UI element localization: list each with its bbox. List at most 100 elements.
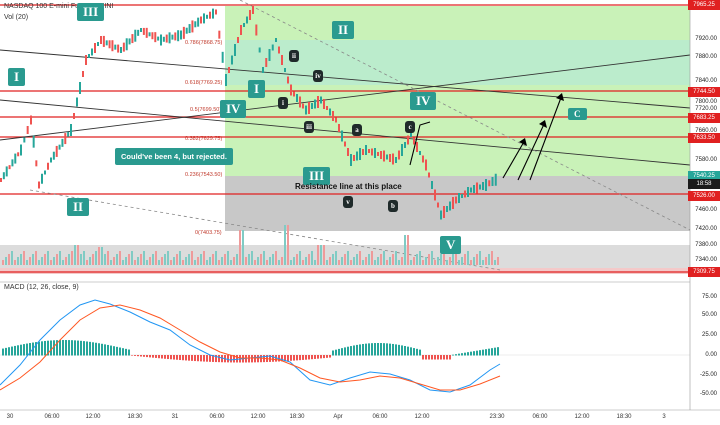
time-tick: 06:00	[372, 414, 388, 420]
macd-bar	[260, 355, 262, 363]
candle	[122, 42, 125, 52]
macd-bar	[65, 340, 67, 356]
time-tick: 30	[6, 414, 14, 420]
macd-bar	[419, 349, 421, 356]
volume-bar	[56, 254, 58, 265]
candle	[347, 148, 349, 156]
candle	[20, 144, 22, 156]
candle	[446, 206, 448, 212]
macd-bar	[314, 355, 316, 359]
time-tick: 06:00	[532, 414, 548, 420]
volume-bar	[221, 257, 223, 265]
macd-bar	[107, 344, 109, 356]
volume-bar	[194, 260, 196, 265]
candle	[94, 43, 96, 53]
volume-bar	[278, 260, 280, 265]
macd-tick: 25.00	[701, 332, 717, 338]
macd-bar	[74, 340, 76, 356]
volume-bar	[158, 260, 160, 265]
macd-bar	[170, 355, 172, 360]
candle	[344, 141, 346, 147]
subwave-v: v	[343, 196, 353, 208]
volume-bar	[236, 254, 238, 265]
wave-label-I: I	[8, 68, 26, 86]
candle	[368, 149, 370, 153]
macd-bar	[191, 355, 193, 361]
candle	[332, 111, 334, 121]
macd-bar	[458, 353, 460, 356]
macd-bar	[56, 340, 58, 356]
candle	[8, 165, 11, 170]
wave-label-II: II	[67, 198, 90, 216]
wave-label-V: V	[440, 236, 462, 254]
volume-bar	[242, 230, 244, 265]
fib-0618: 0.618(7769.25)	[185, 80, 223, 86]
candle	[168, 32, 171, 44]
volume-bar	[266, 260, 268, 265]
macd-bar	[407, 346, 409, 356]
candle	[44, 170, 46, 175]
candle	[296, 94, 298, 102]
price-tick: 7340.00	[695, 257, 717, 263]
candle	[206, 14, 208, 19]
macd-bar	[401, 345, 403, 356]
macd-bar	[374, 343, 376, 356]
candle	[32, 135, 35, 148]
macd-bar	[305, 355, 307, 360]
volume-bar	[92, 254, 94, 265]
candle	[434, 189, 436, 201]
candle	[428, 172, 430, 178]
volume-bar	[290, 260, 292, 265]
macd-bar	[47, 340, 49, 356]
candle	[255, 24, 258, 36]
volume-bar	[296, 254, 298, 265]
rejected-note: Could've been 4, but rejected.	[115, 148, 233, 165]
volume-bar	[263, 251, 265, 265]
volume-bar	[140, 254, 142, 265]
volume-bar	[98, 247, 100, 265]
candle	[180, 30, 182, 40]
candle	[174, 32, 177, 41]
candle	[362, 149, 364, 155]
candle	[61, 138, 64, 147]
volume-bar	[284, 225, 286, 265]
volume-label: Vol (20)	[4, 14, 29, 21]
macd-bar	[257, 355, 259, 363]
candle	[73, 113, 75, 119]
candle	[410, 133, 412, 137]
macd-bar	[20, 344, 22, 356]
macd-bar	[143, 355, 145, 357]
volume-bar	[164, 254, 166, 265]
volume-bar	[104, 254, 106, 265]
volume-bar	[113, 257, 115, 265]
volume-bar	[383, 251, 385, 265]
candle	[491, 177, 494, 186]
price-tick: 7744.50	[688, 87, 720, 97]
volume-bar	[245, 257, 247, 265]
volume-bar	[200, 254, 202, 265]
macd-bar	[233, 355, 235, 363]
volume-bar	[47, 251, 49, 265]
candle	[365, 145, 367, 155]
candle	[482, 182, 484, 190]
candle	[314, 99, 316, 109]
time-tick: 06:00	[209, 414, 225, 420]
candle	[79, 82, 81, 94]
signal-line	[0, 304, 501, 391]
candle	[350, 154, 352, 166]
volume-bar	[44, 254, 46, 265]
wave-label-III: III	[77, 3, 105, 21]
candle	[82, 71, 84, 77]
volume-bar	[458, 260, 460, 265]
volume-bar	[251, 251, 253, 265]
volume-bar	[110, 260, 112, 265]
macd-bar	[101, 343, 103, 356]
volume-bar	[248, 254, 250, 265]
candle	[317, 96, 319, 108]
macd-bar	[299, 355, 301, 361]
volume-bar	[329, 257, 331, 265]
candle	[398, 150, 400, 160]
candle	[165, 34, 168, 43]
volume-bar	[95, 251, 97, 265]
